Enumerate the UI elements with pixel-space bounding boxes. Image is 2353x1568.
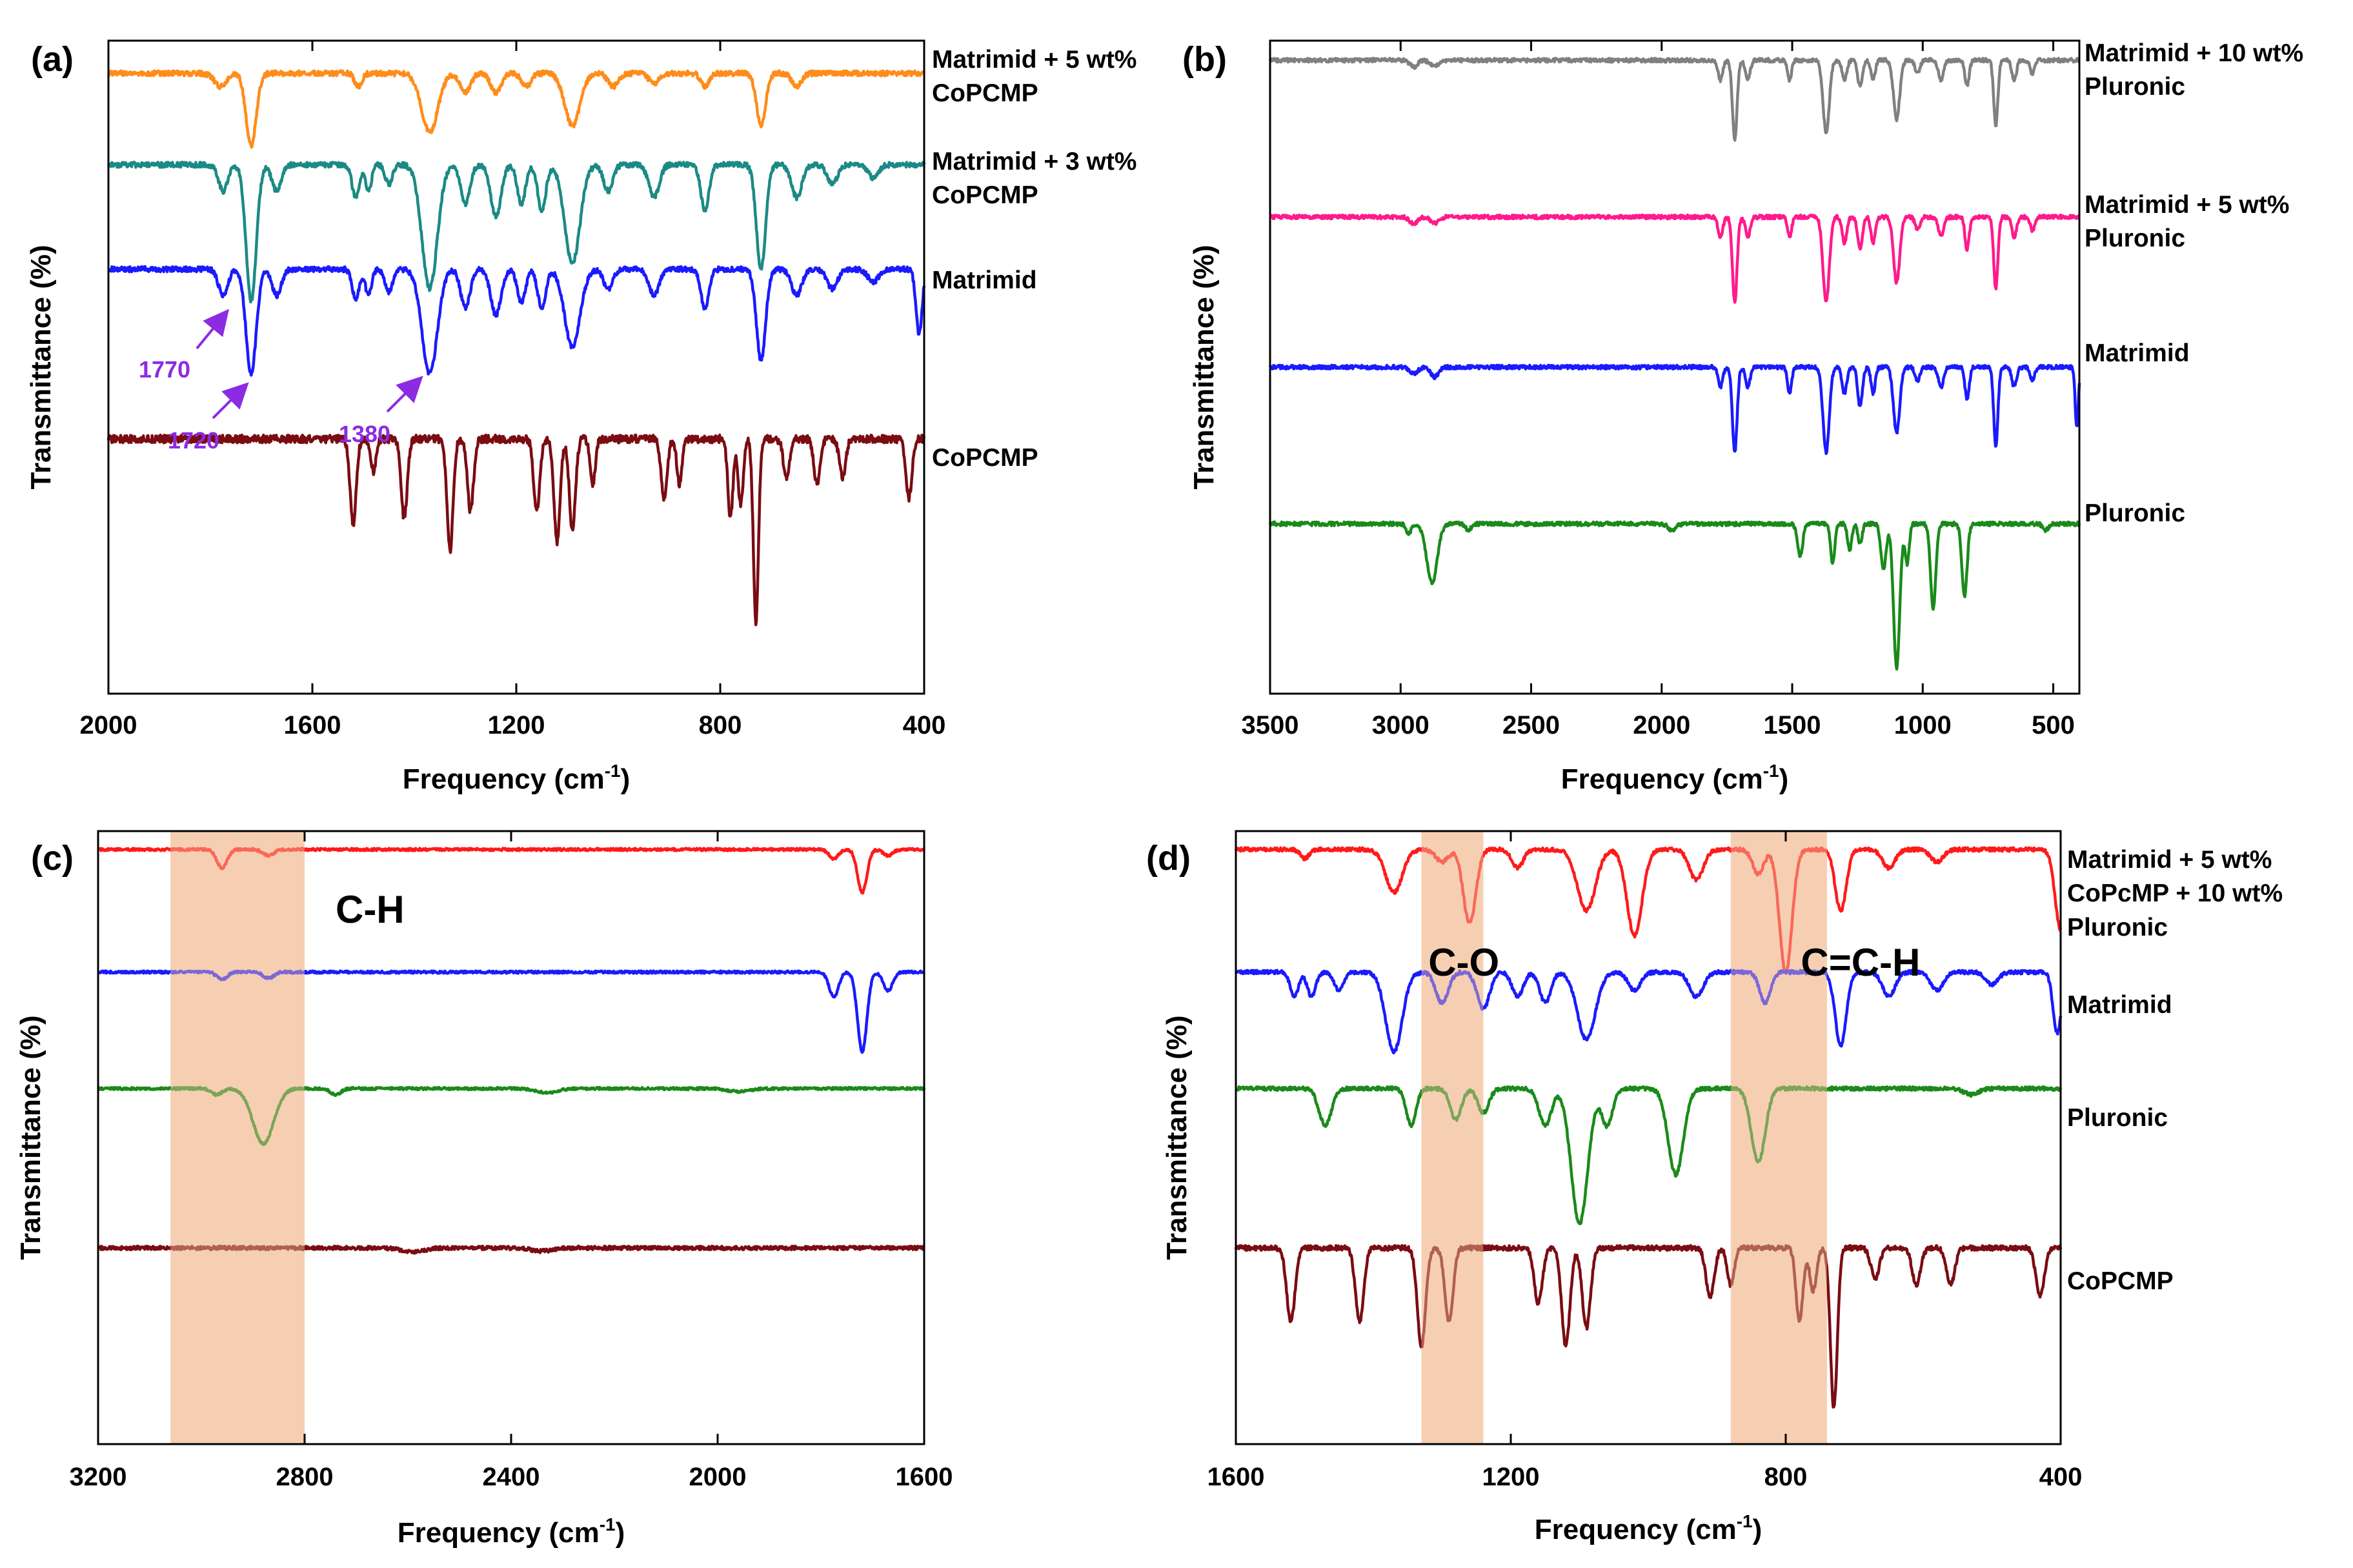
series-label: CoPCMP	[932, 181, 1038, 209]
series-label: Pluronic	[2067, 914, 2168, 941]
x-tick-label: 3000	[1372, 711, 1429, 739]
x-axis-label: Frequency (cm-1)	[403, 761, 631, 795]
series-label: Matrimid + 10 wt%	[2085, 39, 2303, 67]
y-axis-label: Transmittance (%)	[25, 245, 57, 490]
peak-arrow	[196, 308, 230, 350]
x-tick-label: 1600	[284, 711, 341, 739]
x-tick-label: 1600	[896, 1463, 953, 1491]
panel-c: 3200 2800 2400 2000 1600 Frequency (cm-1) Tran…	[15, 830, 953, 1549]
highlight-band-overlay	[1421, 831, 1484, 1444]
series-line-copcmp	[1234, 1243, 2063, 1409]
x-tick-label: 2800	[276, 1463, 334, 1491]
series-label: CoPCMP	[932, 444, 1038, 472]
panel-d: 1600 1200 800 400 Frequency (cm-1) Transmitta…	[1146, 830, 2283, 1545]
peak-arrow	[386, 376, 423, 413]
series-label: Matrimid + 5 wt%	[2085, 191, 2289, 219]
series-line-matrimid	[107, 265, 926, 377]
panel-label: (d)	[1146, 839, 1191, 878]
highlight-band	[1421, 831, 1484, 1444]
x-tick-label: 1200	[1482, 1463, 1540, 1491]
x-tick-label: 3500	[1242, 711, 1299, 739]
series-line-matrimid-5-wt-copcmp-10-wt-pluronic	[1234, 846, 2063, 974]
x-tick-label: 400	[2039, 1463, 2083, 1491]
band-label: C=C-H	[1801, 941, 1920, 984]
x-tick-label: 2500	[1502, 711, 1560, 739]
series-line-pluronic	[1268, 520, 2081, 671]
x-tick-label: 1200	[488, 711, 545, 739]
panel-label: (a)	[31, 40, 74, 79]
series-label: Pluronic	[2085, 73, 2185, 101]
series-line-green	[97, 1085, 926, 1147]
panel-a: 2000 1600 1200 800 400 Frequency (cm-1) Transm…	[25, 39, 1136, 795]
series-line-blue	[97, 969, 925, 1054]
band-label-ch: C-H	[336, 888, 405, 931]
series-line-red	[97, 847, 926, 895]
series-line-matrimid	[1268, 363, 2081, 456]
x-tick-label: 2000	[80, 711, 137, 739]
peak-label: 1720	[168, 427, 219, 454]
x-tick-label: 2000	[1633, 711, 1690, 739]
y-axis-label: Transmittance (%)	[1188, 245, 1220, 490]
series-label: Pluronic	[2067, 1104, 2168, 1132]
series-label: Matrimid + 3 wt%	[932, 148, 1136, 176]
x-axis-label: Frequency (cm-1)	[398, 1514, 625, 1549]
series-label: Matrimid	[2067, 991, 2172, 1019]
x-tick-label: 1600	[1207, 1463, 1265, 1491]
x-tick-label: 800	[699, 711, 742, 739]
peak-label: 1770	[139, 356, 190, 383]
panel-label: (b)	[1182, 40, 1227, 79]
x-tick-label: 3200	[70, 1463, 127, 1491]
series-line-darkred	[97, 1244, 925, 1255]
series-line-matrimid-10-wt-pluronic	[1268, 57, 2081, 142]
band-label: C-O	[1428, 941, 1499, 984]
series-line-matrimid-5-wt-copcmp	[106, 69, 925, 149]
panel-b: 3500 3000 2500 2000 1500 1000 500 Frequency (cm…	[1182, 39, 2303, 795]
highlight-band-overlay	[1730, 831, 1827, 1444]
series-label: CoPCMP	[932, 79, 1038, 107]
y-axis-label: Transmittance (%)	[1161, 1016, 1193, 1260]
series-label: Matrimid	[2085, 339, 2190, 367]
plot-frame	[1235, 830, 2062, 1445]
series-line-matrimid-5-wt-pluronic	[1269, 213, 2081, 304]
series-label: Matrimid + 5 wt%	[932, 46, 1136, 74]
series-label: Pluronic	[2085, 499, 2185, 527]
series-label: CoPcMP + 10 wt%	[2067, 879, 2283, 907]
peak-arrow	[212, 382, 249, 419]
series-label: Matrimid + 5 wt%	[2067, 846, 2272, 874]
peak-label: 1380	[339, 421, 390, 447]
series-line-matrimid-3-wt-copcmp	[106, 161, 926, 304]
plot-frame	[1269, 39, 2081, 695]
highlight-band-overlay	[170, 831, 305, 1444]
series-line-matrimid	[1234, 969, 2063, 1054]
x-tick-label: 1000	[1894, 711, 1952, 739]
series-line-pluronic	[1235, 1085, 2063, 1225]
series-line-copcmp	[106, 434, 926, 627]
x-tick-label: 2400	[483, 1463, 540, 1491]
series-label: CoPCMP	[2067, 1267, 2174, 1295]
x-tick-label: 500	[2032, 711, 2075, 739]
x-tick-label: 2000	[689, 1463, 747, 1491]
x-axis-label: Frequency (cm-1)	[1561, 761, 1789, 795]
highlight-band	[170, 831, 305, 1444]
x-tick-label: 400	[903, 711, 946, 739]
panel-label: (c)	[31, 839, 74, 878]
x-tick-label: 1500	[1764, 711, 1821, 739]
plot-frame	[107, 39, 925, 695]
y-axis-label: Transmittance (%)	[15, 1016, 46, 1260]
x-tick-label: 800	[1764, 1463, 1808, 1491]
x-axis-label: Frequency (cm-1)	[1535, 1511, 1762, 1545]
series-label: Matrimid	[932, 266, 1037, 294]
series-label: Pluronic	[2085, 225, 2185, 252]
